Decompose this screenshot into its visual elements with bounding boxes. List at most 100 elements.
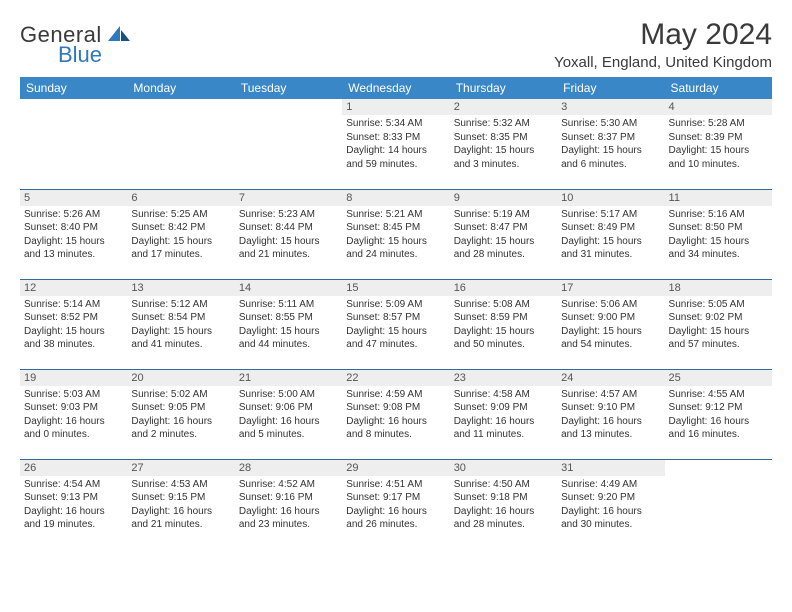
weekday-header: Wednesday [342,77,449,99]
day-number: 23 [450,370,557,386]
calendar-week-row: 19Sunrise: 5:03 AMSunset: 9:03 PMDayligh… [20,369,772,459]
calendar-day-cell: 5Sunrise: 5:26 AMSunset: 8:40 PMDaylight… [20,189,127,279]
weekday-header: Friday [557,77,664,99]
calendar-week-row: 12Sunrise: 5:14 AMSunset: 8:52 PMDayligh… [20,279,772,369]
location-text: Yoxall, England, United Kingdom [554,54,772,71]
day-number: 8 [342,190,449,206]
day-number: 9 [450,190,557,206]
day-number: 16 [450,280,557,296]
calendar-day-cell [127,99,234,189]
day-number: 3 [557,99,664,115]
calendar-body: 1Sunrise: 5:34 AMSunset: 8:33 PMDaylight… [20,99,772,549]
day-details: Sunrise: 5:06 AMSunset: 9:00 PMDaylight:… [557,296,664,354]
day-details: Sunrise: 5:02 AMSunset: 9:05 PMDaylight:… [127,386,234,444]
calendar-day-cell: 22Sunrise: 4:59 AMSunset: 9:08 PMDayligh… [342,369,449,459]
day-details: Sunrise: 5:05 AMSunset: 9:02 PMDaylight:… [665,296,772,354]
day-details: Sunrise: 5:14 AMSunset: 8:52 PMDaylight:… [20,296,127,354]
day-number: 30 [450,460,557,476]
brand-word2: Blue [58,42,130,68]
calendar-day-cell: 11Sunrise: 5:16 AMSunset: 8:50 PMDayligh… [665,189,772,279]
calendar-day-cell [235,99,342,189]
day-details: Sunrise: 5:23 AMSunset: 8:44 PMDaylight:… [235,206,342,264]
calendar-day-cell: 28Sunrise: 4:52 AMSunset: 9:16 PMDayligh… [235,459,342,549]
day-details: Sunrise: 4:51 AMSunset: 9:17 PMDaylight:… [342,476,449,534]
weekday-header: Sunday [20,77,127,99]
day-number: 14 [235,280,342,296]
day-details: Sunrise: 5:19 AMSunset: 8:47 PMDaylight:… [450,206,557,264]
calendar-day-cell: 3Sunrise: 5:30 AMSunset: 8:37 PMDaylight… [557,99,664,189]
month-title: May 2024 [554,18,772,52]
day-number: 19 [20,370,127,386]
calendar-day-cell: 30Sunrise: 4:50 AMSunset: 9:18 PMDayligh… [450,459,557,549]
day-number: 15 [342,280,449,296]
calendar-day-cell: 4Sunrise: 5:28 AMSunset: 8:39 PMDaylight… [665,99,772,189]
calendar-week-row: 26Sunrise: 4:54 AMSunset: 9:13 PMDayligh… [20,459,772,549]
day-details: Sunrise: 5:17 AMSunset: 8:49 PMDaylight:… [557,206,664,264]
day-details: Sunrise: 5:12 AMSunset: 8:54 PMDaylight:… [127,296,234,354]
day-number: 10 [557,190,664,206]
weekday-header: Tuesday [235,77,342,99]
calendar-day-cell: 6Sunrise: 5:25 AMSunset: 8:42 PMDaylight… [127,189,234,279]
day-number: 1 [342,99,449,115]
day-number: 26 [20,460,127,476]
calendar-day-cell: 18Sunrise: 5:05 AMSunset: 9:02 PMDayligh… [665,279,772,369]
calendar-day-cell: 15Sunrise: 5:09 AMSunset: 8:57 PMDayligh… [342,279,449,369]
day-number: 27 [127,460,234,476]
page-header: General Blue May 2024 Yoxall, England, U… [20,18,772,71]
day-details: Sunrise: 4:53 AMSunset: 9:15 PMDaylight:… [127,476,234,534]
day-number: 22 [342,370,449,386]
day-details: Sunrise: 4:55 AMSunset: 9:12 PMDaylight:… [665,386,772,444]
calendar-day-cell: 9Sunrise: 5:19 AMSunset: 8:47 PMDaylight… [450,189,557,279]
day-number: 20 [127,370,234,386]
day-details: Sunrise: 5:09 AMSunset: 8:57 PMDaylight:… [342,296,449,354]
day-details: Sunrise: 5:28 AMSunset: 8:39 PMDaylight:… [665,115,772,173]
title-block: May 2024 Yoxall, England, United Kingdom [554,18,772,71]
calendar-day-cell: 25Sunrise: 4:55 AMSunset: 9:12 PMDayligh… [665,369,772,459]
day-details: Sunrise: 5:21 AMSunset: 8:45 PMDaylight:… [342,206,449,264]
calendar-day-cell: 8Sunrise: 5:21 AMSunset: 8:45 PMDaylight… [342,189,449,279]
day-number: 12 [20,280,127,296]
day-details: Sunrise: 5:11 AMSunset: 8:55 PMDaylight:… [235,296,342,354]
calendar-day-cell: 20Sunrise: 5:02 AMSunset: 9:05 PMDayligh… [127,369,234,459]
day-details: Sunrise: 4:54 AMSunset: 9:13 PMDaylight:… [20,476,127,534]
day-number: 28 [235,460,342,476]
calendar-day-cell: 10Sunrise: 5:17 AMSunset: 8:49 PMDayligh… [557,189,664,279]
weekday-header: Monday [127,77,234,99]
calendar-day-cell: 31Sunrise: 4:49 AMSunset: 9:20 PMDayligh… [557,459,664,549]
day-number: 6 [127,190,234,206]
calendar-day-cell: 19Sunrise: 5:03 AMSunset: 9:03 PMDayligh… [20,369,127,459]
calendar-day-cell [20,99,127,189]
day-details: Sunrise: 4:57 AMSunset: 9:10 PMDaylight:… [557,386,664,444]
weekday-header: Thursday [450,77,557,99]
calendar-day-cell: 17Sunrise: 5:06 AMSunset: 9:00 PMDayligh… [557,279,664,369]
calendar-day-cell: 7Sunrise: 5:23 AMSunset: 8:44 PMDaylight… [235,189,342,279]
calendar-day-cell: 21Sunrise: 5:00 AMSunset: 9:06 PMDayligh… [235,369,342,459]
day-details: Sunrise: 5:16 AMSunset: 8:50 PMDaylight:… [665,206,772,264]
day-number: 29 [342,460,449,476]
day-details: Sunrise: 5:30 AMSunset: 8:37 PMDaylight:… [557,115,664,173]
day-number: 21 [235,370,342,386]
day-number: 17 [557,280,664,296]
day-details: Sunrise: 4:50 AMSunset: 9:18 PMDaylight:… [450,476,557,534]
day-number: 31 [557,460,664,476]
calendar-week-row: 5Sunrise: 5:26 AMSunset: 8:40 PMDaylight… [20,189,772,279]
day-details: Sunrise: 5:03 AMSunset: 9:03 PMDaylight:… [20,386,127,444]
day-details: Sunrise: 5:32 AMSunset: 8:35 PMDaylight:… [450,115,557,173]
calendar-day-cell: 12Sunrise: 5:14 AMSunset: 8:52 PMDayligh… [20,279,127,369]
day-details: Sunrise: 5:25 AMSunset: 8:42 PMDaylight:… [127,206,234,264]
calendar-day-cell: 26Sunrise: 4:54 AMSunset: 9:13 PMDayligh… [20,459,127,549]
calendar-day-cell: 29Sunrise: 4:51 AMSunset: 9:17 PMDayligh… [342,459,449,549]
day-number: 11 [665,190,772,206]
calendar-day-cell: 13Sunrise: 5:12 AMSunset: 8:54 PMDayligh… [127,279,234,369]
calendar-day-cell: 14Sunrise: 5:11 AMSunset: 8:55 PMDayligh… [235,279,342,369]
calendar-day-cell: 1Sunrise: 5:34 AMSunset: 8:33 PMDaylight… [342,99,449,189]
day-details: Sunrise: 4:49 AMSunset: 9:20 PMDaylight:… [557,476,664,534]
day-number: 18 [665,280,772,296]
day-details: Sunrise: 4:52 AMSunset: 9:16 PMDaylight:… [235,476,342,534]
calendar-week-row: 1Sunrise: 5:34 AMSunset: 8:33 PMDaylight… [20,99,772,189]
calendar-day-cell: 27Sunrise: 4:53 AMSunset: 9:15 PMDayligh… [127,459,234,549]
calendar-day-cell: 23Sunrise: 4:58 AMSunset: 9:09 PMDayligh… [450,369,557,459]
day-number: 5 [20,190,127,206]
weekday-header: Saturday [665,77,772,99]
weekday-header-row: Sunday Monday Tuesday Wednesday Thursday… [20,77,772,99]
